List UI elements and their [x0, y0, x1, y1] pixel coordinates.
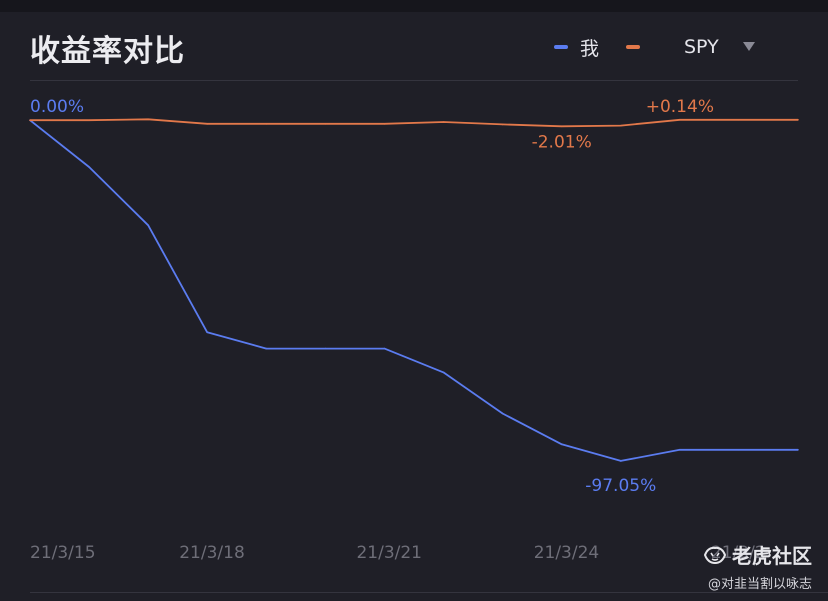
- series-1-point-5: [324, 123, 327, 125]
- series-1-point-4: [265, 123, 268, 125]
- series-0-point-5: [324, 347, 327, 350]
- watermark-brand: 老虎社区: [732, 544, 812, 568]
- data-label-3: -97.05%: [585, 476, 656, 496]
- series-line-0: [29, 119, 798, 462]
- series-0-point-7: [442, 371, 445, 374]
- series-0-point-3: [206, 331, 209, 334]
- x-tick-label-3: 21/3/24: [534, 543, 600, 563]
- data-label-0: 0.00%: [30, 97, 84, 117]
- series-1-point-1: [88, 119, 90, 122]
- data-label-2: -2.01%: [532, 132, 592, 152]
- series-1-point-2: [147, 118, 149, 121]
- series-line-1: [30, 118, 798, 128]
- x-tick-label-2: 21/3/21: [356, 543, 422, 563]
- series-0-point-6: [383, 347, 386, 350]
- series-1-point-10: [619, 124, 622, 127]
- series-0-point-11: [679, 448, 681, 451]
- series-0-point-8: [501, 412, 504, 415]
- legend-item-spy[interactable]: SPY: [626, 34, 719, 60]
- watermark-handle: @对韭当割以咏志: [707, 577, 812, 592]
- data-label-1: +0.14%: [646, 97, 714, 117]
- series-1-point-11: [679, 118, 681, 121]
- benchmark-dropdown-icon[interactable]: [743, 42, 755, 51]
- series-1-point-13: [797, 118, 799, 121]
- x-tick-label-4: 21/3/2: [711, 543, 766, 563]
- watermark: 老虎社区: [702, 540, 812, 569]
- x-tick-label-1: 21/3/18: [179, 543, 245, 563]
- series-1-point-6: [383, 123, 386, 125]
- chart-title: 收益率对比: [30, 34, 185, 69]
- legend-swatch-me: [554, 45, 568, 49]
- header-divider: [30, 80, 798, 81]
- series-1-point-12: [738, 118, 740, 121]
- legend-swatch-spy: [626, 45, 640, 49]
- series-1-point-9: [560, 125, 563, 128]
- series-1-point-7: [442, 121, 445, 123]
- series-1-point-3: [206, 123, 209, 125]
- top-bar: [0, 0, 828, 12]
- series-0-point-1: [88, 166, 90, 168]
- series-0-point-13: [797, 448, 799, 451]
- legend-label-spy: SPY: [684, 36, 719, 58]
- series-0-point-4: [265, 347, 268, 350]
- series-1-point-8: [501, 123, 504, 126]
- series-0-point-10: [619, 460, 622, 462]
- series-0-point-9: [560, 443, 563, 446]
- series-1-point-0: [29, 119, 31, 122]
- footer-divider: [30, 592, 828, 593]
- tiger-logo-icon: [702, 544, 728, 566]
- x-tick-label-0: 21/3/15: [30, 543, 96, 563]
- legend-label-me: 我: [580, 37, 600, 60]
- legend-item-me[interactable]: 我: [554, 34, 599, 60]
- series-0-point-12: [738, 448, 740, 451]
- series-0-point-2: [147, 224, 149, 227]
